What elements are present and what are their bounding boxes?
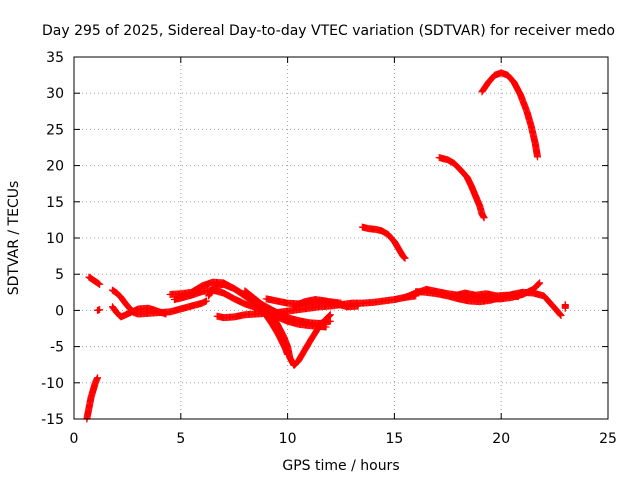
data-point <box>514 293 522 301</box>
data-point <box>534 153 542 161</box>
x-tick-label: 0 <box>70 431 79 447</box>
data-point <box>557 311 565 319</box>
data-point <box>556 310 564 318</box>
series-arc-10 <box>241 287 334 369</box>
series-arc-19 <box>561 301 569 312</box>
data-point <box>400 253 408 261</box>
data-point <box>556 311 564 319</box>
axis-ticks: 0 5 10 15 20 25 -15 -10 -5 0 5 10 15 20 25 30 35 <box>41 50 617 447</box>
series-arc-18 <box>478 69 542 161</box>
series-arc-4 <box>108 286 210 318</box>
data-point <box>534 280 542 288</box>
y-axis-label: SDTVAR / TECUs <box>6 181 22 296</box>
data-point <box>536 279 544 287</box>
data-point <box>354 302 362 310</box>
data-point <box>326 312 334 320</box>
y-tick-label: 20 <box>46 159 64 175</box>
y-tick-label: 15 <box>46 195 64 211</box>
series-arc-16 <box>450 289 522 301</box>
data-point <box>561 304 569 312</box>
series-arc-17 <box>435 154 488 222</box>
data-point <box>162 310 170 318</box>
series-arc-5 <box>108 303 170 321</box>
data-point <box>96 306 104 314</box>
data-point <box>326 311 334 319</box>
series-arc-2 <box>85 273 104 288</box>
data-point <box>202 297 210 305</box>
y-tick-label: -15 <box>41 412 64 428</box>
data-point <box>535 280 543 288</box>
series-arc-12 <box>290 296 362 311</box>
data-point <box>326 317 334 325</box>
data-point <box>325 312 333 320</box>
series-arc-3 <box>93 306 104 314</box>
y-tick-label: 30 <box>46 86 64 102</box>
series-arc-13 <box>358 223 409 262</box>
data-point <box>96 280 104 288</box>
x-tick-label: 25 <box>599 431 617 447</box>
data-point <box>401 254 409 262</box>
data-point <box>322 323 330 331</box>
x-tick-label: 10 <box>279 431 297 447</box>
x-axis-label: GPS time / hours <box>282 458 399 474</box>
y-tick-label: 35 <box>46 50 64 66</box>
data-points <box>83 69 569 423</box>
chart-title: Day 295 of 2025, Sidereal Day-to-day VTE… <box>42 23 615 39</box>
y-tick-label: 10 <box>46 231 64 247</box>
series-arc-1 <box>83 374 101 423</box>
x-tick-label: 15 <box>385 431 403 447</box>
y-tick-label: -10 <box>41 376 64 392</box>
x-tick-label: 20 <box>492 431 510 447</box>
data-point <box>93 374 101 382</box>
data-point <box>400 254 408 262</box>
y-tick-label: 5 <box>55 267 64 283</box>
y-tick-label: 25 <box>46 122 64 138</box>
x-tick-label: 5 <box>176 431 185 447</box>
y-tick-label: -5 <box>50 340 64 356</box>
data-point <box>480 214 488 222</box>
y-tick-label: 0 <box>55 303 64 319</box>
